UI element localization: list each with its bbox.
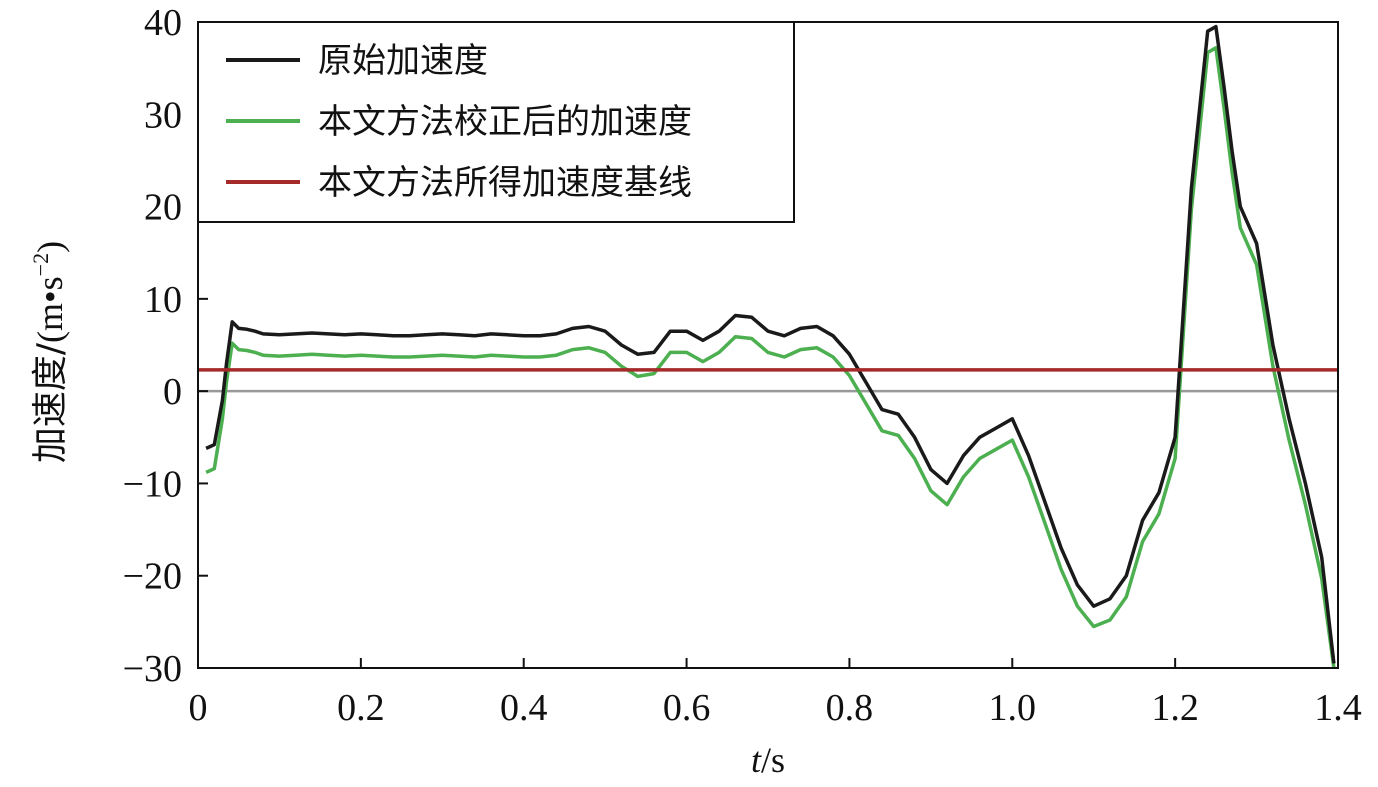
x-tick-label: 0.2 [337, 687, 385, 729]
x-axis-ticks: 0 0.2 0.4 0.6 0.8 1.0 1.2 1.4 [189, 658, 1362, 729]
y-axis-unit: (m•s [30, 276, 70, 343]
series-line-original [205, 24, 1336, 664]
legend-item-baseline: 本文方法所得加速度基线 [226, 163, 692, 203]
legend: 原始加速度 本文方法校正后的加速度 本文方法所得加速度基线 [197, 21, 795, 223]
legend-item-corrected: 本文方法校正后的加速度 [226, 102, 692, 142]
x-tick-label: 0.6 [663, 687, 711, 729]
y-tick-label: −30 [123, 648, 182, 690]
y-axis-label: 加速度/ [30, 342, 71, 463]
y-tick-label: 0 [163, 371, 182, 413]
x-tick-label: 1.4 [1314, 687, 1362, 729]
y-axis-unit-close: ) [30, 241, 70, 253]
legend-label-corrected: 本文方法校正后的加速度 [318, 102, 692, 142]
x-tick-label: 1.0 [989, 687, 1037, 729]
x-tick-label: 0 [189, 687, 208, 729]
legend-label-original: 原始加速度 [318, 41, 488, 81]
y-tick-label: −20 [123, 556, 182, 598]
y-tick-label: 40 [144, 2, 182, 44]
x-axis-title: t/s [751, 740, 785, 780]
legend-item-original: 原始加速度 [226, 41, 488, 81]
x-tick-label: 1.2 [1151, 687, 1199, 729]
plot-marks [198, 24, 1338, 669]
legend-label-baseline: 本文方法所得加速度基线 [318, 163, 692, 203]
x-tick-label: 0.4 [500, 687, 548, 729]
y-axis-title: 加速度/(m•s−2) [28, 241, 71, 463]
y-tick-label: 10 [144, 279, 182, 321]
series-line-corrected [205, 46, 1336, 669]
x-tick-label: 0.8 [826, 687, 874, 729]
x-axis-variable: t [751, 740, 762, 780]
y-tick-label: 20 [144, 187, 182, 229]
y-axis-unit-exponent: −2 [28, 253, 53, 276]
y-axis-ticks: −30 −20 −10 0 10 20 30 40 [123, 2, 208, 690]
y-tick-label: −10 [123, 463, 182, 505]
y-tick-label: 30 [144, 94, 182, 136]
x-axis-unit: /s [761, 740, 785, 780]
